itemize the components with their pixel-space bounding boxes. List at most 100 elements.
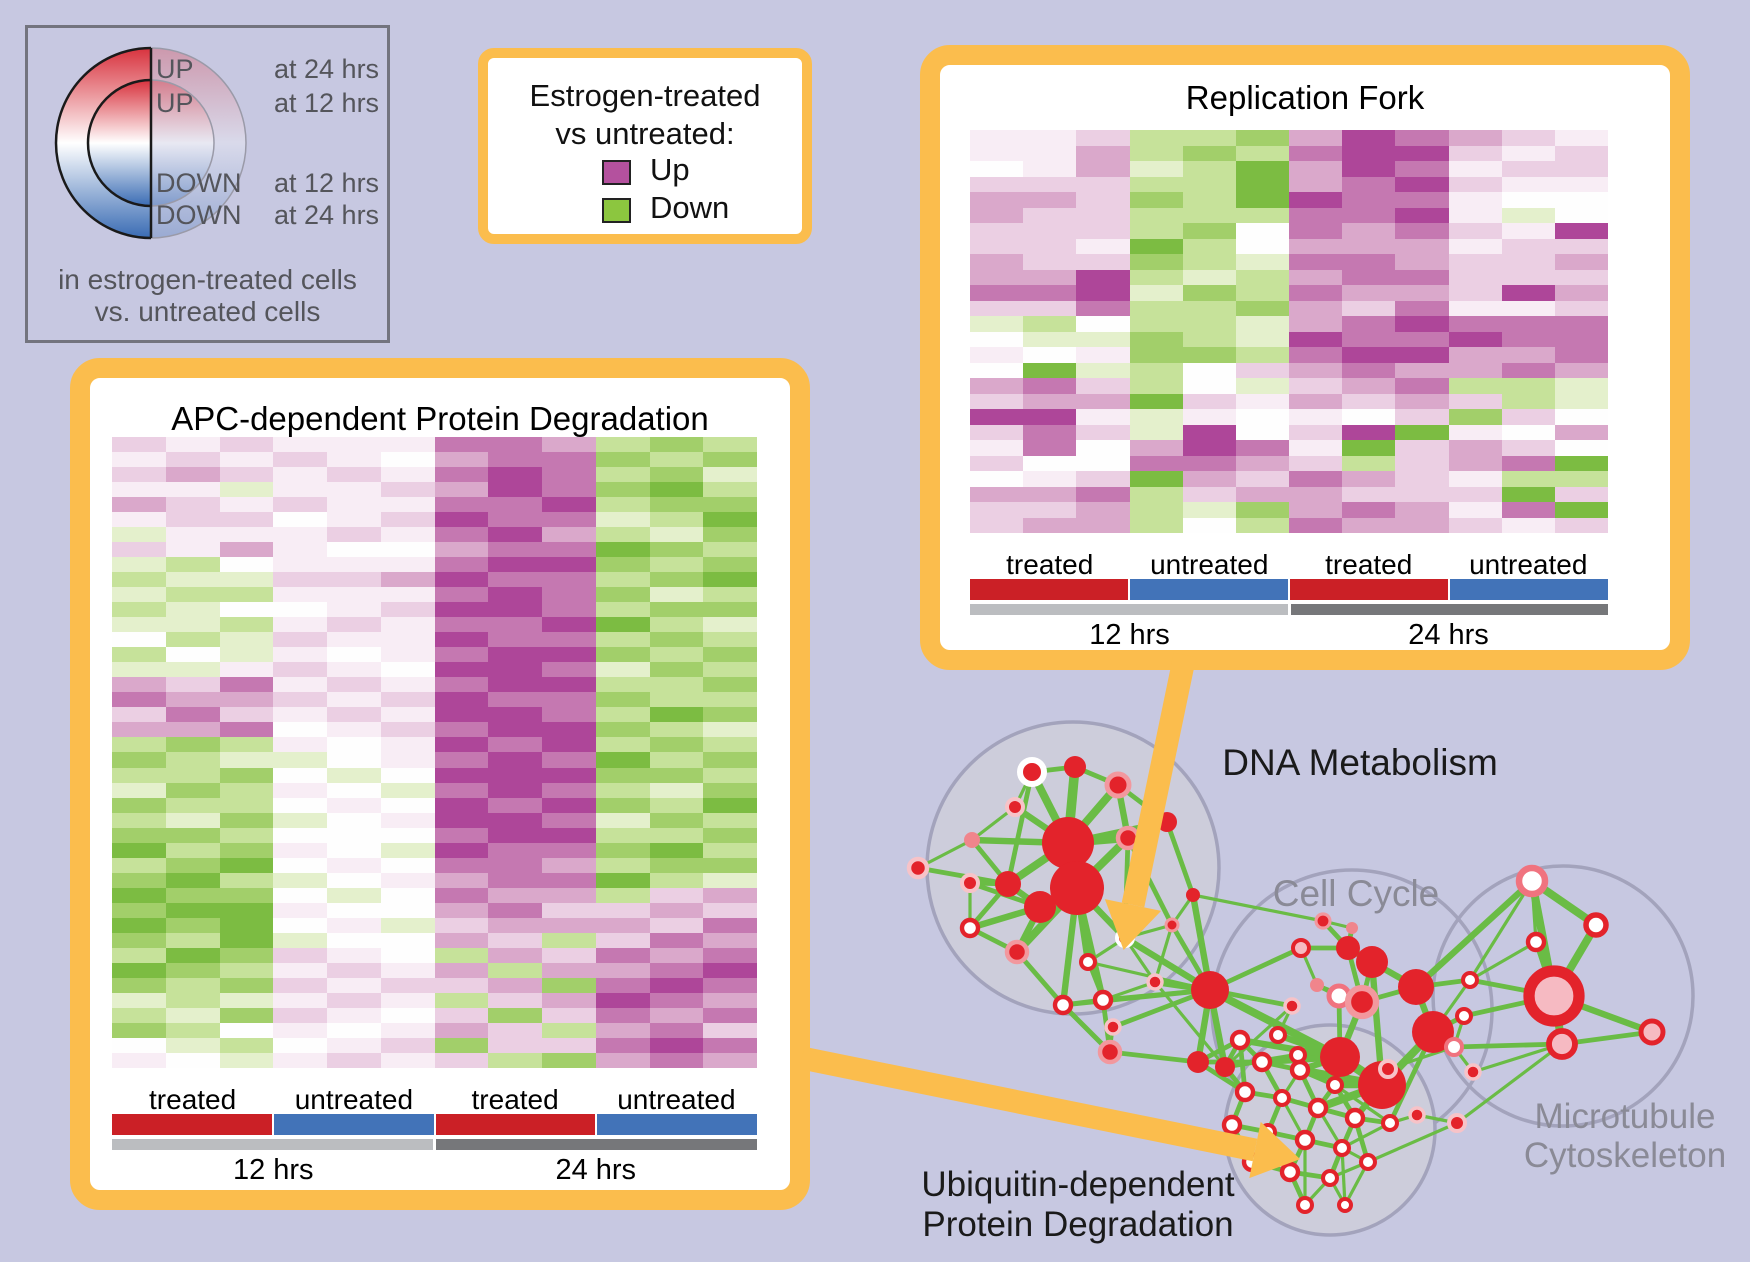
heatmap-cell [703, 992, 757, 1008]
heatmap-cell [165, 602, 220, 618]
heatmap-cell [327, 812, 381, 828]
heatmap-cell [542, 632, 596, 648]
heatmap-cell [542, 797, 596, 813]
heatmap-cell [703, 932, 757, 948]
heatmap-cell [488, 722, 542, 738]
heatmap-cell [380, 827, 435, 843]
heatmap-cell [1448, 223, 1502, 239]
heatmap-cell [1235, 471, 1289, 487]
heatmap-cell [1501, 300, 1555, 316]
heatmap-cell [273, 977, 327, 993]
heatmap-cell [1501, 331, 1555, 347]
heatmap-cell [112, 512, 166, 528]
heatmap-cell [1235, 424, 1289, 440]
network-node-donut [1461, 971, 1479, 989]
heatmap-cell [273, 752, 327, 768]
heatmap-cell [488, 482, 542, 498]
heatmap-cell [380, 842, 435, 858]
heatmap-cell [380, 692, 435, 708]
heatmap-cell [165, 1052, 220, 1068]
heatmap-cell [1395, 440, 1449, 456]
heatmap-cell [542, 542, 596, 558]
network-edge [1189, 894, 1214, 991]
heatmap-cell [542, 737, 596, 753]
network-edge [1114, 784, 1132, 839]
heatmap-cell [219, 542, 274, 558]
network-edge [1550, 995, 1566, 1045]
heatmap-cell [165, 1022, 220, 1038]
heatmap-cell [273, 527, 327, 543]
heatmap-cell [1023, 347, 1077, 363]
heatmap-cell [1501, 378, 1555, 394]
heatmap-cell [327, 767, 381, 783]
network-edge [1108, 1026, 1115, 1053]
heatmap-cell [1501, 502, 1555, 518]
heatmap-cell [1448, 130, 1502, 146]
heatmap-cell [542, 1022, 596, 1038]
heatmap-cell [434, 512, 489, 528]
color-bar [1450, 579, 1608, 600]
heatmap-cell [1395, 316, 1449, 332]
heatmap-cell [488, 782, 542, 798]
heatmap-cell [1129, 254, 1183, 270]
heatmap-cell [595, 1037, 650, 1053]
heatmap-cell [703, 977, 757, 993]
heatmap-cell [649, 632, 704, 648]
network-edge [1328, 1177, 1347, 1206]
heatmap-cell [219, 767, 274, 783]
heatmap-cell [488, 572, 542, 588]
key-row-down-24: DOWN at 24 hrs [156, 200, 380, 230]
heatmap-cell [165, 1007, 220, 1023]
heatmap-cell [1023, 176, 1077, 192]
network-edge [1287, 1138, 1308, 1174]
heatmap-cell [327, 1022, 381, 1038]
network-node-donut [1251, 1051, 1273, 1073]
heatmap-cell [112, 587, 166, 603]
heatmap-cell [165, 647, 220, 663]
heatmap-cell [1129, 223, 1183, 239]
heatmap-cell [1076, 455, 1130, 471]
heatmap-cell [1023, 207, 1077, 223]
heatmap-cell [1554, 517, 1608, 533]
heatmap-cell [219, 902, 274, 918]
heatmap-cell [273, 962, 327, 978]
heatmap-cell [488, 542, 542, 558]
heatmap-cell [1448, 378, 1502, 394]
heatmap-cell [703, 962, 757, 978]
network-node-donut [1307, 1097, 1329, 1119]
heatmap-cell [1129, 409, 1183, 425]
heatmap-cell [112, 962, 166, 978]
heatmap-cell [595, 542, 650, 558]
heatmap-cell [219, 932, 274, 948]
network-edge [1014, 885, 1080, 955]
heatmap-cell [273, 557, 327, 573]
heatmap-cell [112, 1022, 166, 1038]
heatmap-cell [219, 782, 274, 798]
heatmap-cell [1448, 362, 1502, 378]
heatmap-cell [112, 437, 166, 453]
up-swatch [602, 160, 631, 185]
network-edge [1453, 1041, 1563, 1050]
heatmap-cell [1342, 362, 1396, 378]
heatmap-cell [112, 677, 166, 693]
network-edge [917, 865, 1009, 887]
heatmap-cell [327, 887, 381, 903]
heatmap-cell [595, 467, 650, 483]
heatmap-cell [1554, 285, 1608, 301]
heatmap-cell [1448, 455, 1502, 471]
heatmap-cell [112, 842, 166, 858]
heatmap-cell [1395, 517, 1449, 533]
heatmap-cell [112, 977, 166, 993]
heatmap-cell [1342, 130, 1396, 146]
heatmap-cell [703, 1007, 757, 1023]
heatmap-cell [542, 767, 596, 783]
heatmap-cell [1501, 269, 1555, 285]
bar-label: untreated [294, 1084, 414, 1115]
heatmap-cell [488, 707, 542, 723]
heatmap-cell [273, 917, 327, 933]
network-node-donut [1321, 1169, 1339, 1187]
network-edge [1192, 893, 1324, 923]
network-node-solid [1186, 888, 1200, 902]
apc-group-labels: treated untreated treated untreated [112, 1084, 757, 1115]
heatmap-cell [1023, 393, 1077, 409]
